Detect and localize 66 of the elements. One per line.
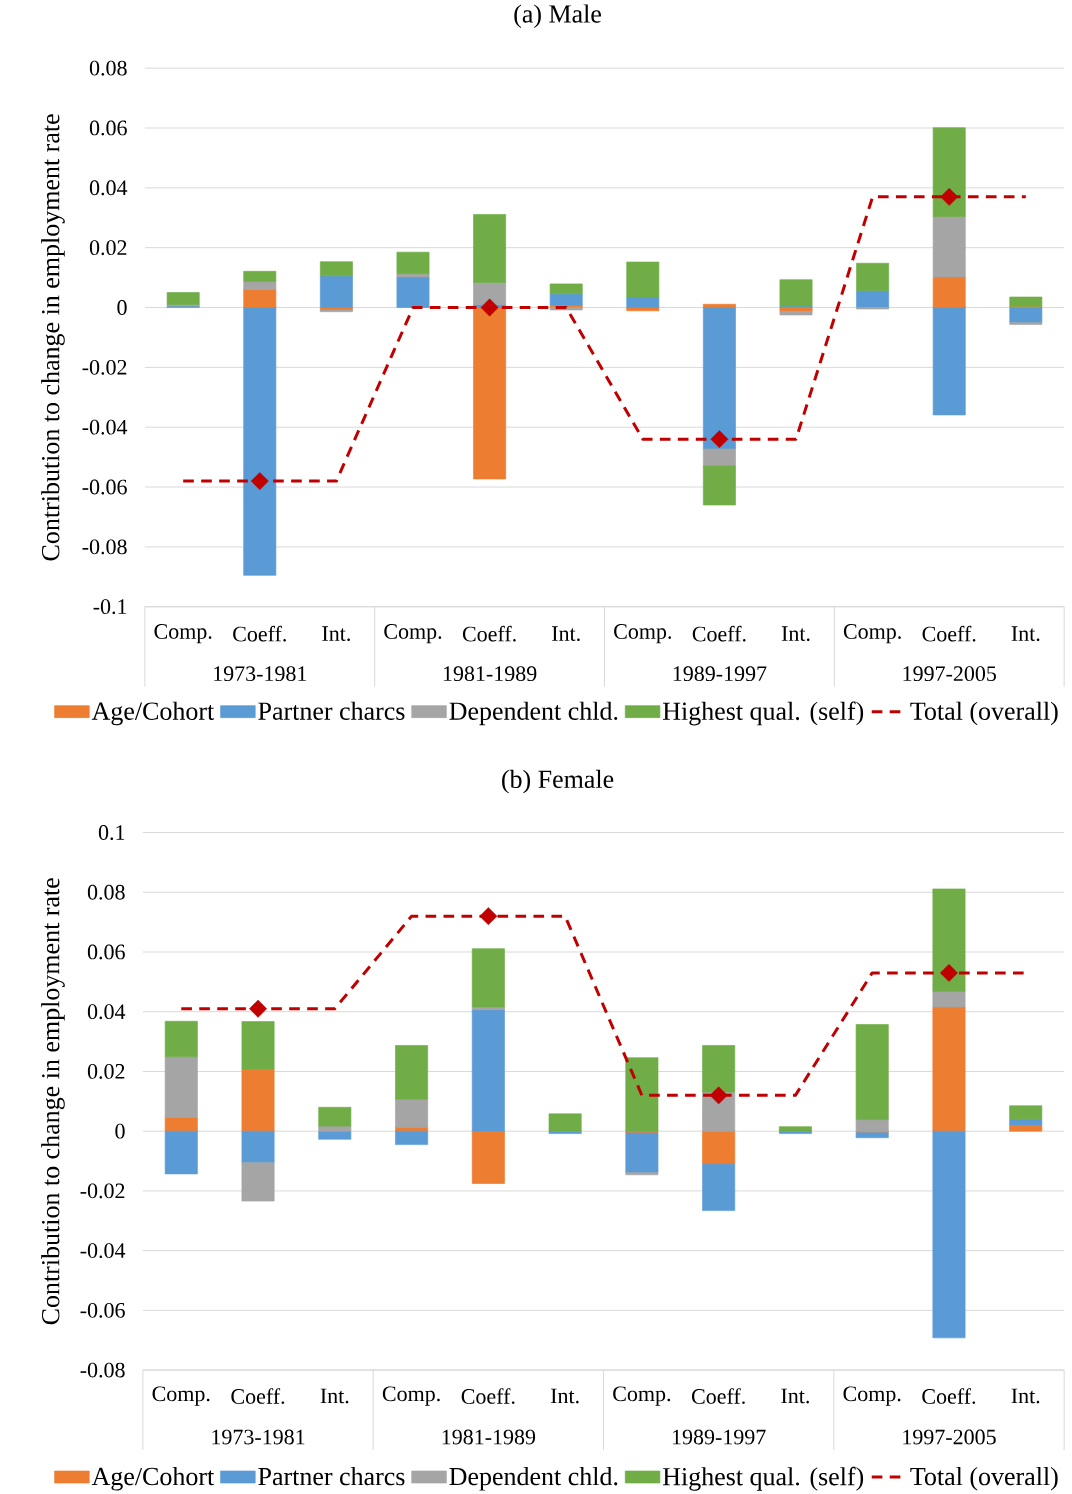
y-tick-label: 0	[115, 1123, 125, 1139]
x-tick-label: Coeff.	[461, 1388, 515, 1404]
x-tick-label: Coeff.	[692, 625, 746, 642]
y-tick-label: -0.02	[80, 1183, 125, 1199]
y-tick-label: 0.1	[98, 825, 125, 840]
x-tick-label: Coeff.	[233, 625, 286, 642]
legend-label: Highest qual. (self)	[662, 701, 864, 726]
x-tick-label: Int.	[320, 1388, 349, 1404]
legend-label: Age/Cohort	[91, 701, 215, 726]
y-tick-label: 0.08	[87, 884, 125, 900]
y-tick-label: -0.02	[82, 359, 127, 375]
text: 1973-1981	[212, 1429, 305, 1445]
y-tick-label: 0.04	[89, 180, 128, 196]
x-tick-label: Coeff.	[922, 625, 976, 642]
legend-label: Partner charcs	[258, 701, 405, 720]
legend-label: Age/Cohort	[91, 1467, 215, 1491]
x-tick-label: Coeff.	[231, 1388, 285, 1404]
y-axis-title: Contribution to change in employment rate	[41, 114, 65, 561]
x-tick-label: Int.	[1011, 1388, 1040, 1404]
text: 1981-1989	[443, 666, 537, 682]
x-tick-label: Int.	[551, 626, 580, 642]
x-tick-label: Comp.	[384, 624, 442, 644]
y-tick-label: 0.02	[89, 240, 127, 256]
text: 1997-2005	[903, 666, 996, 682]
x-tick-label: Int.	[322, 626, 350, 642]
x-tick-label: Comp.	[843, 624, 901, 644]
text: 1989-1997	[672, 1429, 766, 1445]
text: 1989-1997	[673, 666, 767, 682]
x-tick-label: Int.	[1011, 626, 1040, 642]
x-tick-label: Comp.	[152, 1386, 210, 1406]
x-tick-label: Comp.	[613, 1386, 671, 1406]
x-tick-label: Int.	[550, 1388, 579, 1404]
legend-label: Highest qual. (self)	[662, 1466, 864, 1491]
x-tick-label: Int.	[781, 626, 810, 642]
text: 1997-2005	[903, 1429, 996, 1445]
y-tick-label: -0.08	[80, 1362, 125, 1378]
x-tick-label: Comp.	[843, 1386, 901, 1406]
y-tick-label: 0.06	[89, 120, 127, 136]
legend-label: Total (overall)	[910, 701, 1058, 726]
x-tick-label: Coeff.	[922, 1388, 976, 1404]
x-tick-label: Coeff.	[691, 1388, 745, 1404]
text: 1981-1989	[442, 1429, 536, 1445]
y-tick-label: -0.04	[80, 1243, 126, 1259]
y-tick-label: -0.06	[80, 1302, 125, 1318]
y-axis-title: Contribution to change in employment rate	[41, 878, 65, 1325]
y-tick-label: -0.04	[82, 419, 128, 435]
legend-label: Total (overall)	[910, 1467, 1058, 1491]
chart-title: (a) Male	[514, 4, 601, 28]
y-tick-label: -0.08	[82, 539, 127, 555]
x-tick-label: Coeff.	[462, 625, 516, 642]
y-tick-label: -0.06	[82, 479, 127, 495]
x-tick-label: Int.	[781, 1388, 809, 1404]
x-tick-label: Comp.	[154, 624, 212, 644]
legend-label: Partner charcs	[258, 1467, 405, 1486]
y-tick-label: 0	[117, 300, 127, 315]
y-tick-label: 0.06	[87, 944, 125, 960]
y-tick-label: 0.02	[87, 1063, 125, 1079]
y-tick-label: -0.1	[93, 599, 127, 615]
x-tick-label: Comp.	[382, 1386, 440, 1406]
chart-title: (b) Female	[502, 769, 614, 794]
legend-label: Dependent chld.	[449, 1467, 618, 1491]
y-tick-label: 0.04	[87, 1004, 126, 1020]
y-tick-label: 0.08	[89, 60, 127, 76]
legend-label: Dependent chld.	[449, 701, 618, 726]
text: 1973-1981	[214, 666, 307, 682]
x-tick-label: Comp.	[614, 624, 671, 644]
